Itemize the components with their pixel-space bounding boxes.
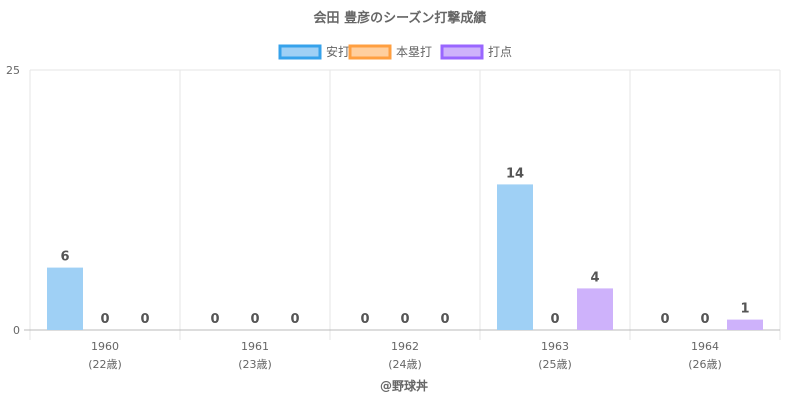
x-tick-label: 1964 — [691, 340, 719, 353]
bar[interactable] — [497, 184, 533, 330]
bars — [47, 184, 763, 330]
x-tick-label: 1963 — [541, 340, 569, 353]
grid — [24, 69, 781, 340]
data-labels: 6 0 0 0 0 0 0 0 0 14 0 4 0 0 1 — [60, 166, 749, 327]
data-label: 0 — [400, 312, 409, 327]
y-tick-label: 0 — [13, 324, 20, 337]
x-tick-label: 1962 — [391, 340, 419, 353]
data-label: 0 — [700, 312, 709, 327]
x-axis: 1960 (22歳) 1961 (23歳) 1962 (24歳) 1963 (25歳) 1964… — [88, 340, 722, 371]
legend-label: 打点 — [488, 45, 512, 59]
x-tick-sublabel: (23歳) — [238, 358, 272, 371]
x-tick-sublabel: (26歳) — [688, 358, 722, 371]
data-label: 0 — [290, 312, 299, 327]
bar[interactable] — [47, 267, 83, 330]
x-tick-sublabel: (24歳) — [388, 358, 422, 371]
data-label: 0 — [250, 312, 259, 327]
data-label: 1 — [740, 302, 749, 317]
x-tick-label: 1960 — [91, 340, 119, 353]
bar[interactable] — [727, 319, 763, 330]
data-label: 0 — [660, 312, 669, 327]
legend-label: 安打 — [326, 44, 350, 59]
data-label: 4 — [590, 270, 599, 285]
data-label: 0 — [140, 312, 149, 327]
data-label: 0 — [210, 312, 219, 327]
y-axis: 0 25 — [6, 64, 20, 337]
x-tick-label: 1961 — [241, 340, 269, 353]
data-label: 0 — [100, 312, 109, 327]
y-tick-label: 25 — [6, 64, 20, 77]
data-label: 0 — [550, 312, 559, 327]
legend-swatch[interactable] — [348, 44, 392, 60]
chart-title: 会田 豊彦のシーズン打撃成績 — [314, 10, 487, 26]
legend: 安打 本塁打 打点 — [278, 44, 512, 60]
data-label: 0 — [440, 312, 449, 327]
footer-credit: @野球丼 — [380, 378, 428, 393]
legend-swatch[interactable] — [278, 44, 322, 60]
legend-label: 本塁打 — [396, 45, 432, 59]
data-label: 14 — [506, 166, 524, 181]
data-label: 0 — [360, 312, 369, 327]
x-tick-sublabel: (22歳) — [88, 358, 122, 371]
x-tick-sublabel: (25歳) — [538, 358, 572, 371]
legend-swatch[interactable] — [440, 44, 484, 60]
data-label: 6 — [60, 250, 69, 265]
bar[interactable] — [577, 288, 613, 330]
